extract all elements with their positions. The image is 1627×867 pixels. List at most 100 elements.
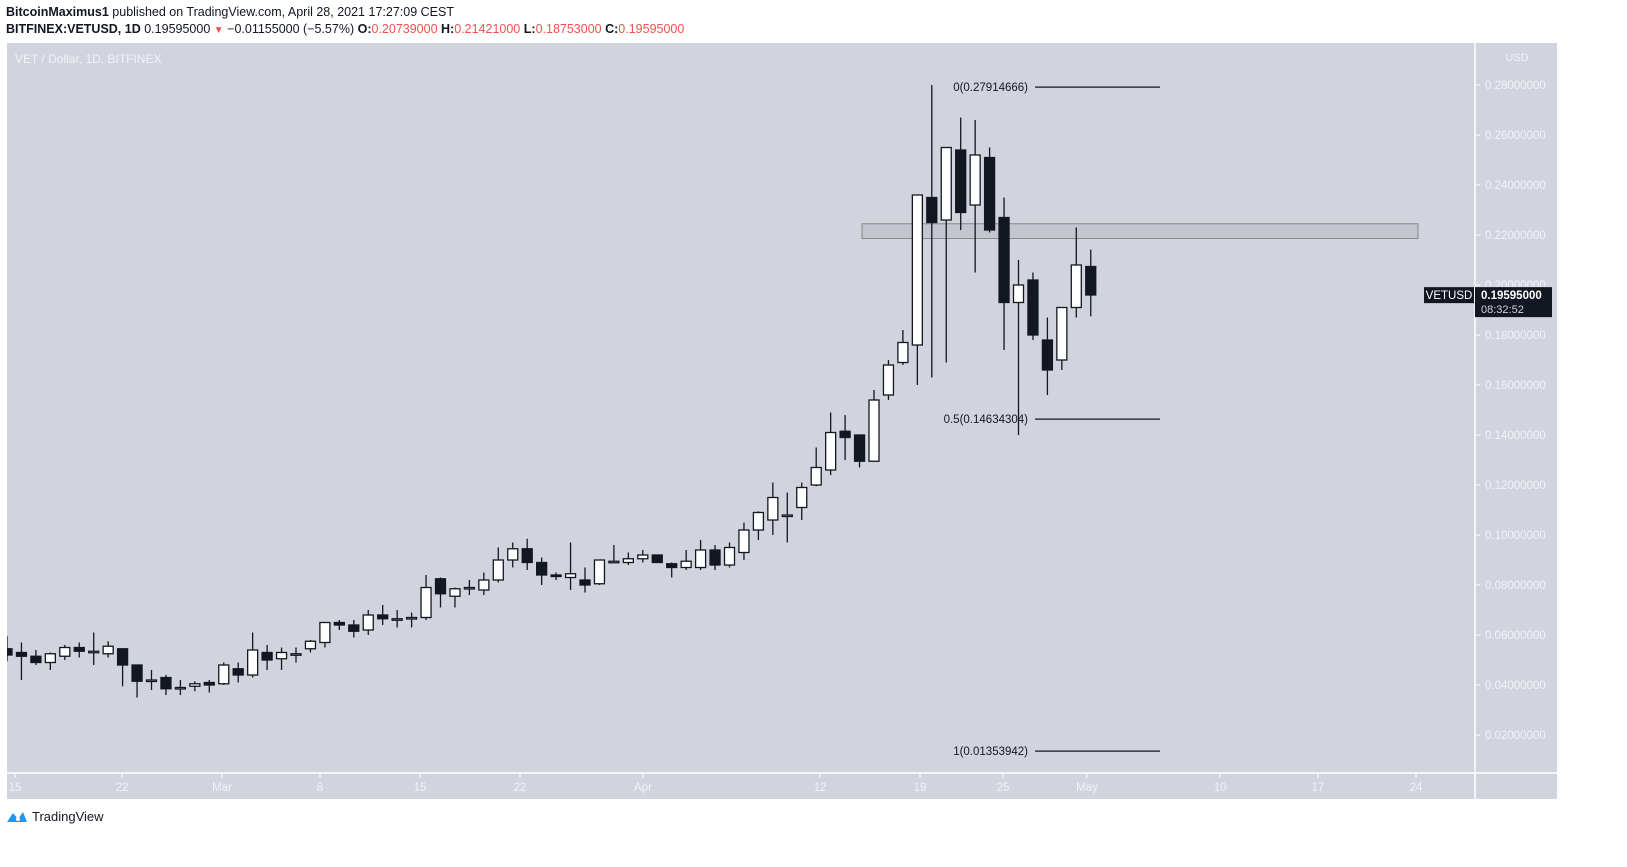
- low-label: L:: [523, 22, 536, 36]
- chart-legend: VET / Dollar, 1D, BITFINEX: [15, 52, 162, 66]
- symbol: BITFINEX:VETUSD, 1D: [6, 22, 141, 36]
- candle-up: [420, 586, 432, 619]
- open-value: 0.20739000: [371, 22, 438, 36]
- candle-down: [1041, 339, 1054, 371]
- candle-up: [246, 649, 259, 676]
- candle-up: [593, 559, 606, 585]
- price-tick: 0.10000000: [1485, 530, 1546, 542]
- candle-down: [709, 549, 721, 566]
- currency-label: USD: [1505, 52, 1528, 64]
- symbol-info: BITFINEX:VETUSD, 1D 0.19595000 ▼ −0.0115…: [6, 22, 684, 36]
- candle-down: [232, 668, 244, 676]
- candle-down: [73, 646, 85, 652]
- candle-down: [348, 624, 360, 632]
- publish-info: BitcoinMaximus1 published on TradingView…: [6, 5, 454, 19]
- author[interactable]: BitcoinMaximus1: [6, 5, 109, 19]
- candle-up: [507, 548, 519, 561]
- high-value: 0.21421000: [454, 22, 521, 36]
- candle-down: [983, 156, 996, 231]
- close-label: C:: [605, 22, 619, 36]
- published-text: published on TradingView.com, April 28, …: [112, 5, 454, 19]
- current-price: 0.19595000: [1481, 290, 1542, 302]
- price-tick: 0.02000000: [1485, 730, 1546, 742]
- candle-up: [680, 560, 692, 569]
- candle-down: [131, 664, 143, 682]
- price-tick: 0.24000000: [1485, 180, 1546, 192]
- price-tick: 0.08000000: [1485, 580, 1546, 592]
- down-triangle-icon: ▼: [213, 25, 224, 36]
- candle-down: [1027, 279, 1039, 336]
- price-tick: 0.26000000: [1485, 130, 1546, 142]
- candle-down: [536, 561, 548, 576]
- candle-down: [116, 648, 129, 666]
- candle-down: [955, 149, 967, 214]
- candle-down: [1085, 265, 1097, 296]
- candle-up: [189, 683, 201, 687]
- candle-up: [940, 146, 952, 221]
- symbol-tag: [1424, 287, 1474, 304]
- candle-up: [767, 496, 779, 521]
- candle-up: [1056, 306, 1068, 361]
- close-value: 0.19595000: [618, 22, 685, 36]
- candle-up: [752, 511, 765, 531]
- candle-up: [969, 154, 981, 206]
- candle-down: [839, 430, 851, 439]
- candle-up: [911, 194, 923, 346]
- price-change: −0.01155000 (−5.57%): [227, 22, 355, 36]
- candle-up: [44, 653, 56, 664]
- candle-up: [825, 431, 837, 471]
- candle-up: [694, 549, 707, 569]
- countdown: 08:32:52: [1481, 304, 1524, 316]
- last-price: 0.19595000: [144, 22, 211, 36]
- fib-label: 0.5(0.14634304): [944, 414, 1029, 426]
- candle-up: [478, 579, 490, 591]
- candle-up: [1070, 264, 1082, 309]
- candlestick-chart[interactable]: USD 0.28000000 0.26000000 0.24000000 0.22000…: [7, 43, 1557, 799]
- candle-down: [333, 621, 346, 626]
- price-tick: 0.14000000: [1485, 430, 1546, 442]
- candle-up: [290, 653, 302, 656]
- candle-up: [564, 573, 577, 579]
- candle-down: [998, 216, 1010, 304]
- candle-up: [304, 640, 317, 650]
- time-tick: Apr: [634, 782, 652, 794]
- time-tick: Mar: [212, 782, 232, 794]
- candle-up: [319, 621, 331, 644]
- time-tick: 22: [514, 782, 527, 794]
- candle-down: [7, 648, 13, 656]
- price-tick: 0.28000000: [1485, 80, 1546, 92]
- candle-up: [608, 560, 620, 564]
- price-tick: 0.18000000: [1485, 330, 1546, 342]
- price-tick: 0.04000000: [1485, 680, 1546, 692]
- candle-up: [622, 558, 634, 564]
- candle-down: [434, 578, 447, 595]
- candle-down: [666, 563, 678, 569]
- candle-up: [897, 341, 909, 364]
- time-tick: 17: [1312, 782, 1325, 794]
- resistance-zone: [861, 223, 1419, 239]
- candle-down: [651, 554, 663, 564]
- candle-up: [449, 588, 461, 597]
- candle-up: [738, 529, 750, 554]
- price-tick: 0.12000000: [1485, 480, 1546, 492]
- candle-up: [1012, 284, 1025, 304]
- time-tick: 19: [914, 782, 927, 794]
- candle-up: [102, 645, 114, 655]
- candle-up: [391, 618, 403, 621]
- chart-pane[interactable]: USD 0.28000000 0.26000000 0.24000000 0.22000…: [7, 43, 1557, 799]
- candle-up: [882, 364, 895, 396]
- candle-up: [59, 646, 71, 657]
- candle-up: [868, 399, 880, 462]
- candle-up: [492, 559, 504, 581]
- time-tick: 25: [997, 782, 1010, 794]
- candle-down: [15, 651, 28, 657]
- tradingview-icon: [7, 811, 27, 822]
- time-tick: 15: [414, 782, 427, 794]
- candle-up: [405, 616, 418, 620]
- low-value: 0.18753000: [535, 22, 602, 36]
- current-price-tag: [1475, 287, 1552, 318]
- candle-down: [377, 614, 389, 620]
- tradingview-logo[interactable]: TradingView: [6, 809, 104, 824]
- candle-down: [30, 655, 42, 664]
- candle-down: [203, 681, 215, 686]
